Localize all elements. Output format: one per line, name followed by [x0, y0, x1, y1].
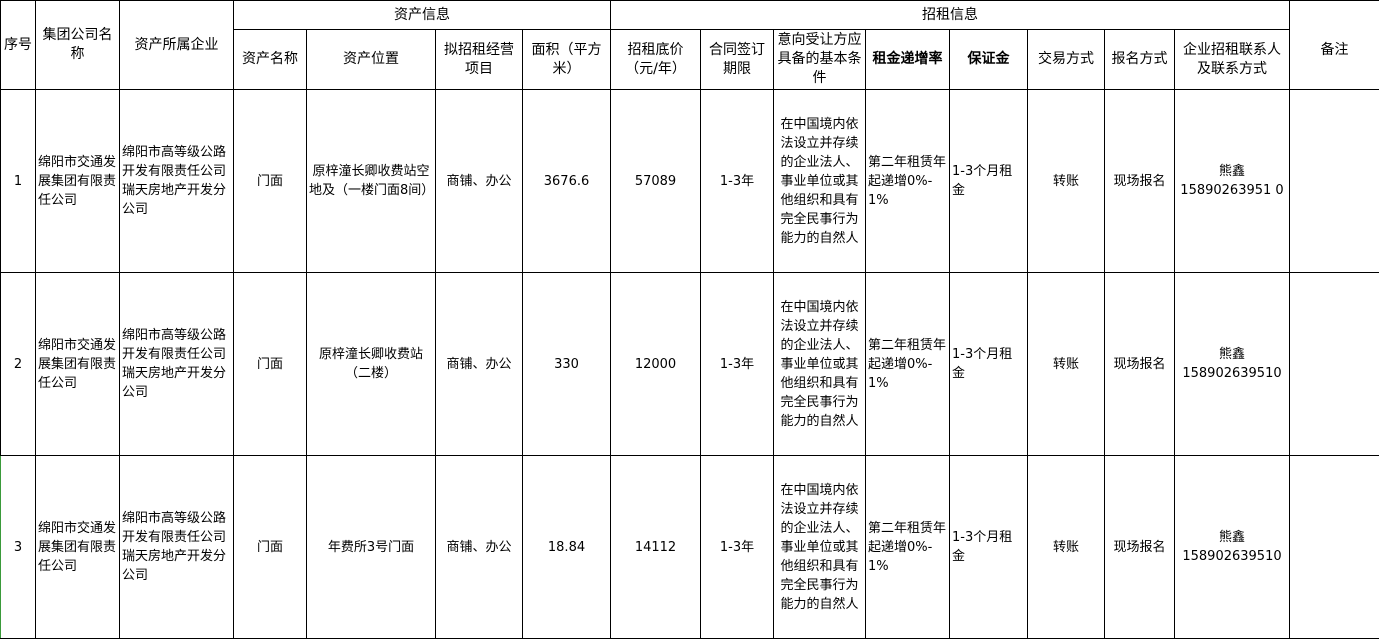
- table-row: 2 绵阳市交通发展集团有限责任公司 绵阳市高等级公路开发有限责任公司瑞天房地产开…: [0, 272, 1379, 456]
- cell-price: 57089: [610, 89, 701, 273]
- table-row: 1 绵阳市交通发展集团有限责任公司 绵阳市高等级公路开发有限责任公司瑞天房地产开…: [0, 89, 1379, 273]
- header-remark: 备注: [1289, 0, 1379, 90]
- cell-enterprise: 绵阳市高等级公路开发有限责任公司瑞天房地产开发分公司: [119, 455, 234, 639]
- cell-price: 12000: [610, 272, 701, 456]
- header-asset-info: 资产信息: [233, 0, 611, 30]
- cell-increase: 第二年租赁年起递增0%-1%: [865, 455, 950, 639]
- header-price: 招租底价（元/年）: [610, 29, 701, 90]
- cell-increase: 第二年租赁年起递增0%-1%: [865, 89, 950, 273]
- cell-remark: [1289, 89, 1379, 273]
- cell-price: 14112: [610, 455, 701, 639]
- cell-deposit: 1-3个月租金: [949, 455, 1028, 639]
- cell-deposit: 1-3个月租金: [949, 272, 1028, 456]
- cell-conditions: 在中国境内依法设立并存续的企业法人、事业单位或其他组织和具有完全民事行为能力的自…: [773, 455, 866, 639]
- cell-area: 18.84: [522, 455, 611, 639]
- header-seq: 序号: [0, 0, 36, 90]
- header-term: 合同签订期限: [700, 29, 774, 90]
- header-asset-name: 资产名称: [233, 29, 307, 90]
- cell-location: 原梓潼长卿收费站空地及（一楼门面8间）: [306, 89, 436, 273]
- contact-name: 熊鑫: [1218, 164, 1245, 179]
- cell-group: 绵阳市交通发展集团有限责任公司: [35, 89, 120, 273]
- contact-phone: 158902639510: [1182, 366, 1282, 381]
- cell-business: 商铺、办公: [435, 455, 523, 639]
- cell-contact: 熊鑫 15890263951 0: [1174, 89, 1290, 273]
- cell-asset-name: 门面: [233, 272, 307, 456]
- cell-location: 原梓潼长卿收费站（二楼）: [306, 272, 436, 456]
- cell-group: 绵阳市交通发展集团有限责任公司: [35, 272, 120, 456]
- header-conditions: 意向受让方应具备的基本条件: [773, 29, 866, 90]
- cell-asset-name: 门面: [233, 89, 307, 273]
- cell-enterprise: 绵阳市高等级公路开发有限责任公司瑞天房地产开发分公司: [119, 272, 234, 456]
- cell-remark: [1289, 455, 1379, 639]
- contact-name: 熊鑫: [1218, 530, 1245, 545]
- cell-enterprise: 绵阳市高等级公路开发有限责任公司瑞天房地产开发分公司: [119, 89, 234, 273]
- cell-term: 1-3年: [700, 455, 774, 639]
- cell-term: 1-3年: [700, 89, 774, 273]
- header-deposit: 保证金: [949, 29, 1028, 90]
- contact-phone: 158902639510: [1182, 549, 1282, 564]
- cell-contact: 熊鑫 158902639510: [1174, 455, 1290, 639]
- cell-trade: 转账: [1027, 89, 1105, 273]
- cell-trade: 转账: [1027, 272, 1105, 456]
- cell-seq: 2: [0, 272, 36, 456]
- contact-name: 熊鑫: [1218, 347, 1245, 362]
- cell-signup: 现场报名: [1104, 89, 1175, 273]
- cell-conditions: 在中国境内依法设立并存续的企业法人、事业单位或其他组织和具有完全民事行为能力的自…: [773, 272, 866, 456]
- cell-trade: 转账: [1027, 455, 1105, 639]
- header-group: 集团公司名称: [35, 0, 120, 90]
- cell-remark: [1289, 272, 1379, 456]
- cell-seq: 3: [0, 455, 36, 639]
- cell-seq: 1: [0, 89, 36, 273]
- cell-area: 330: [522, 272, 611, 456]
- cell-increase: 第二年租赁年起递增0%-1%: [865, 272, 950, 456]
- cell-deposit: 1-3个月租金: [949, 89, 1028, 273]
- header-area: 面积（平方米）: [522, 29, 611, 90]
- cell-area: 3676.6: [522, 89, 611, 273]
- header-enterprise: 资产所属企业: [119, 0, 234, 90]
- cell-conditions: 在中国境内依法设立并存续的企业法人、事业单位或其他组织和具有完全民事行为能力的自…: [773, 89, 866, 273]
- cell-term: 1-3年: [700, 272, 774, 456]
- header-contact: 企业招租联系人及联系方式: [1174, 29, 1290, 90]
- header-trade: 交易方式: [1027, 29, 1105, 90]
- cell-contact: 熊鑫 158902639510: [1174, 272, 1290, 456]
- contact-phone: 15890263951 0: [1180, 183, 1284, 198]
- header-increase: 租金递增率: [865, 29, 950, 90]
- header-location: 资产位置: [306, 29, 436, 90]
- cell-location: 年费所3号门面: [306, 455, 436, 639]
- table-row: 3 绵阳市交通发展集团有限责任公司 绵阳市高等级公路开发有限责任公司瑞天房地产开…: [0, 455, 1379, 639]
- cell-asset-name: 门面: [233, 455, 307, 639]
- cell-group: 绵阳市交通发展集团有限责任公司: [35, 455, 120, 639]
- cell-business: 商铺、办公: [435, 272, 523, 456]
- cell-signup: 现场报名: [1104, 272, 1175, 456]
- header-lease-info: 招租信息: [610, 0, 1290, 30]
- header-signup: 报名方式: [1104, 29, 1175, 90]
- header-business: 拟招租经营项目: [435, 29, 523, 90]
- cell-business: 商铺、办公: [435, 89, 523, 273]
- cell-signup: 现场报名: [1104, 455, 1175, 639]
